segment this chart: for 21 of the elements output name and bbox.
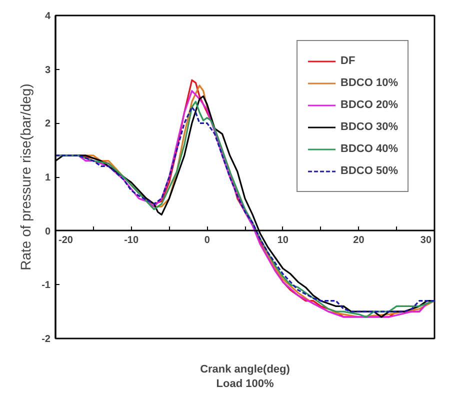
legend-label: BDCO 30%: [340, 121, 398, 133]
y-tick-label: 3: [44, 64, 51, 76]
x-tick-label: -10: [124, 234, 139, 246]
legend-label: BDCO 10%: [340, 77, 398, 89]
y-tick-label: 2: [44, 118, 51, 130]
legend-label: BDCO 20%: [340, 99, 398, 111]
legend-label: BDCO 40%: [340, 143, 398, 155]
y-tick-label: 4: [44, 11, 51, 22]
x-tick-label: 30: [420, 234, 432, 246]
y-tick-label: 1: [44, 172, 51, 184]
y-tick-label: -2: [42, 334, 51, 345]
x-tick-label: -20: [58, 234, 74, 246]
x-tick-label: 0: [204, 234, 210, 246]
y-tick-label: 0: [44, 226, 51, 238]
x-axis-title: Crank angle(deg) Load 100%: [200, 364, 290, 390]
x-tick-label: 10: [277, 234, 289, 246]
y-tick-label: -1: [42, 280, 51, 292]
legend-label: DF: [340, 55, 356, 67]
x-tick-label: 20: [353, 234, 365, 246]
legend-label: BDCO 50%: [340, 165, 398, 177]
y-axis-title: Rate of pressure rise(bar/deg): [18, 84, 34, 270]
